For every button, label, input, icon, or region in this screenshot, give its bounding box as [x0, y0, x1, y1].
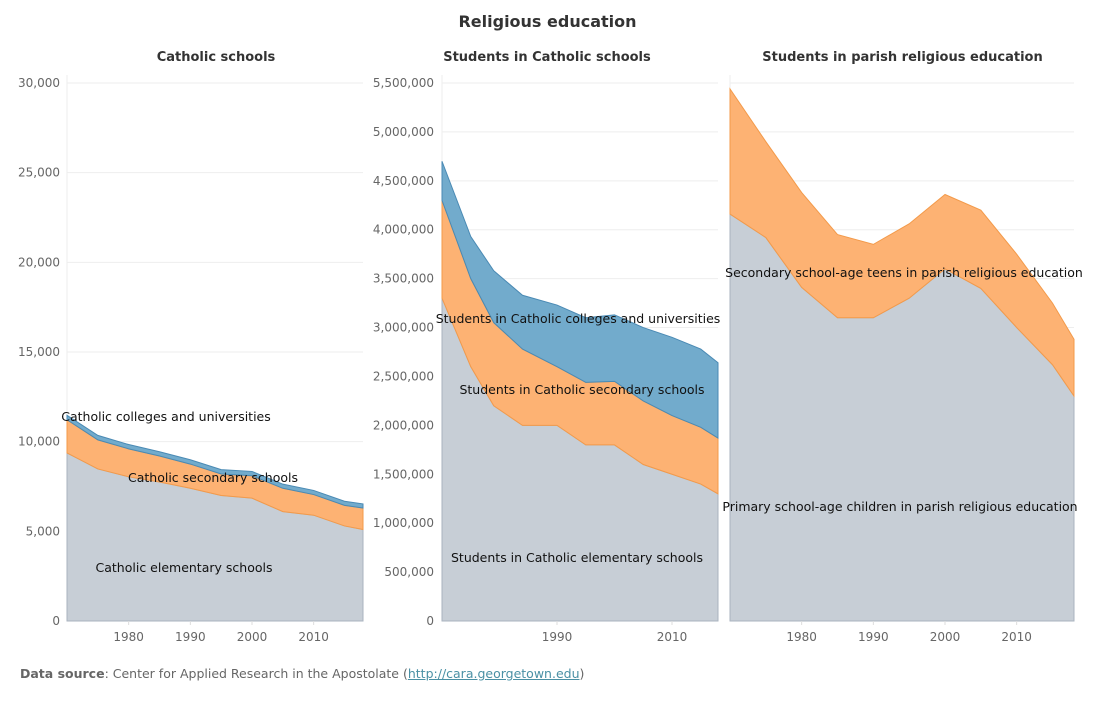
series-annotation: Secondary school-age teens in parish rel… — [725, 265, 1083, 280]
source-close: ) — [579, 666, 585, 681]
series-annotation: Catholic secondary schools — [128, 470, 298, 485]
y-tick-label: 0 — [426, 614, 434, 628]
panel-title-catholic-schools: Catholic schools — [156, 50, 276, 65]
x-tick-label: 1980 — [113, 630, 144, 644]
y-tick-label: 4,500,000 — [373, 174, 434, 188]
y-tick-label: 0 — [52, 614, 60, 628]
source-label: Data source — [20, 666, 105, 681]
y-tick-label: 20,000 — [18, 255, 60, 269]
y-tick-label: 5,000,000 — [373, 125, 434, 139]
x-tick-label: 2010 — [298, 630, 329, 644]
x-tick-label: 2000 — [237, 630, 268, 644]
series-annotation: Students in Catholic secondary schools — [459, 382, 704, 397]
y-tick-label: 3,500,000 — [373, 272, 434, 286]
y-tick-label: 30,000 — [18, 76, 60, 90]
x-tick-label: 2000 — [930, 630, 961, 644]
y-tick-label: 3,000,000 — [373, 321, 434, 335]
source-text: : Center for Applied Research in the Apo… — [104, 666, 408, 681]
area-secondary-school-age-teens-in-parish-religious-education — [729, 87, 1075, 398]
y-tick-label: 5,000 — [26, 524, 60, 538]
y-tick-label: 500,000 — [384, 565, 434, 579]
x-tick-label: 1990 — [542, 630, 573, 644]
source-link[interactable]: http://cara.georgetown.edu — [407, 666, 580, 681]
x-tick-label: 1990 — [858, 630, 889, 644]
series-annotation: Catholic colleges and universities — [61, 409, 271, 424]
y-tick-label: 2,500,000 — [373, 369, 434, 383]
series-annotation: Students in Catholic colleges and univer… — [436, 311, 721, 326]
x-tick-label: 2010 — [657, 630, 688, 644]
main-title: Religious education — [458, 12, 637, 31]
data-source: Data source: Center for Applied Research… — [20, 666, 584, 681]
series-annotation: Students in Catholic elementary schools — [451, 550, 703, 565]
series-annotation: Primary school-age children in parish re… — [722, 499, 1077, 514]
y-tick-label: 10,000 — [18, 435, 60, 449]
y-tick-label: 2,000,000 — [373, 418, 434, 432]
panel-title-parish-education: Students in parish religious education — [762, 50, 1043, 65]
panel-title-students-catholic-schools: Students in Catholic schools — [443, 50, 651, 65]
x-tick-label: 2010 — [1001, 630, 1032, 644]
x-tick-label: 1990 — [175, 630, 206, 644]
y-tick-label: 1,500,000 — [373, 467, 434, 481]
series-annotation: Catholic elementary schools — [96, 560, 273, 575]
y-tick-label: 25,000 — [18, 166, 60, 180]
x-tick-label: 1980 — [786, 630, 817, 644]
y-tick-label: 15,000 — [18, 345, 60, 359]
y-tick-label: 1,000,000 — [373, 516, 434, 530]
area-catholic-colleges-and-universities — [66, 414, 364, 509]
y-tick-label: 5,500,000 — [373, 76, 434, 90]
y-tick-label: 4,000,000 — [373, 223, 434, 237]
area-students-in-catholic-colleges-and-universities — [441, 161, 719, 439]
